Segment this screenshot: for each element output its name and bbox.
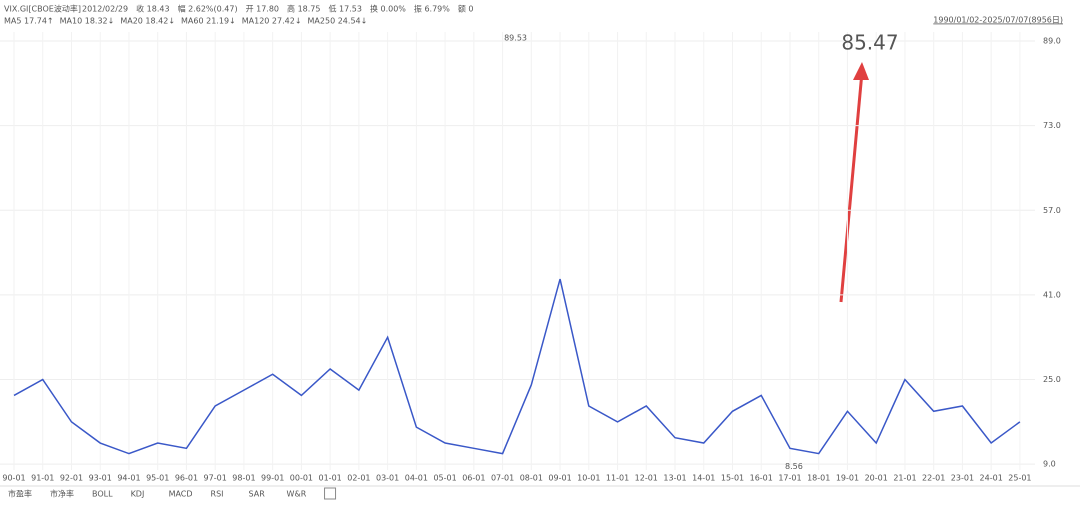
x-tick-label: 15-01 xyxy=(721,474,744,483)
indicator-tab[interactable]: W&R xyxy=(287,490,307,499)
x-tick-label: 23-01 xyxy=(951,474,974,483)
x-tick-label: 11-01 xyxy=(606,474,629,483)
header-field: 换 0.00% xyxy=(370,4,406,14)
y-tick-label: 9.0 xyxy=(1043,460,1056,469)
x-tick-label: 13-01 xyxy=(663,474,686,483)
indicator-tab[interactable]: SAR xyxy=(249,490,266,499)
x-tick-label: 06-01 xyxy=(462,474,485,483)
x-tick-label: 20-01 xyxy=(865,474,888,483)
x-tick-label: 10-01 xyxy=(577,474,600,483)
x-tick-label: 98-01 xyxy=(232,474,255,483)
x-tick-label: 95-01 xyxy=(146,474,169,483)
header-field: 振 6.79% xyxy=(414,4,450,14)
header-field: 开 17.80 xyxy=(246,5,279,14)
date-range[interactable]: 1990/01/02-2025/07/07(8956日) xyxy=(933,16,1063,25)
x-tick-label: 94-01 xyxy=(117,474,140,483)
ma-label: MA20 18.42↓ xyxy=(120,17,175,26)
ma-label: MA250 24.54↓ xyxy=(308,17,368,26)
x-tick-label: 18-01 xyxy=(807,474,830,483)
x-tick-label: 99-01 xyxy=(261,474,284,483)
x-tick-label: 97-01 xyxy=(204,474,227,483)
x-tick-label: 03-01 xyxy=(376,474,399,483)
symbol: VIX.GI[CBOE波动率] xyxy=(4,4,81,14)
x-tick-label: 17-01 xyxy=(778,474,801,483)
x-tick-label: 05-01 xyxy=(433,474,456,483)
x-tick-label: 12-01 xyxy=(635,474,658,483)
x-tick-label: 93-01 xyxy=(89,474,112,483)
x-tick-label: 14-01 xyxy=(692,474,715,483)
annotation: 89.53 xyxy=(504,34,527,43)
indicator-tab[interactable]: RSI xyxy=(211,490,224,499)
indicator-tab[interactable]: 市盈率 xyxy=(8,489,32,499)
x-tick-label: 00-01 xyxy=(290,474,313,483)
ma-label: MA10 18.32↓ xyxy=(60,17,115,26)
y-tick-label: 25.0 xyxy=(1043,375,1061,384)
x-tick-label: 21-01 xyxy=(893,474,916,483)
indicator-tab[interactable]: BOLL xyxy=(92,490,113,499)
arrow xyxy=(839,71,864,303)
y-tick-label: 89.0 xyxy=(1043,36,1061,45)
arrow-head xyxy=(853,62,869,80)
x-tick-label: 07-01 xyxy=(491,474,514,483)
header-field: 幅 2.62%(0.47) xyxy=(178,4,238,14)
x-tick-label: 24-01 xyxy=(980,474,1003,483)
y-tick-label: 73.0 xyxy=(1043,121,1061,130)
x-tick-label: 01-01 xyxy=(319,474,342,483)
x-tick-label: 92-01 xyxy=(60,474,83,483)
ma-label: MA60 21.19↓ xyxy=(181,17,236,26)
x-tick-label: 22-01 xyxy=(922,474,945,483)
add-tab[interactable] xyxy=(324,487,337,500)
header-field: 收 18.43 xyxy=(136,4,169,14)
indicator-tab[interactable]: KDJ xyxy=(131,490,145,499)
indicator-tab[interactable]: MACD xyxy=(169,490,193,499)
x-tick-label: 91-01 xyxy=(31,474,54,483)
indicator-tab[interactable]: 市净率 xyxy=(50,489,74,499)
header-field: 高 18.75 xyxy=(287,4,320,14)
x-tick-label: 96-01 xyxy=(175,474,198,483)
x-tick-label: 19-01 xyxy=(836,474,859,483)
x-tick-label: 04-01 xyxy=(405,474,428,483)
y-tick-label: 41.0 xyxy=(1043,290,1061,299)
annotation: 8.56 xyxy=(785,462,803,471)
ma-label: MA5 17.74↑ xyxy=(4,17,54,26)
y-tick-label: 57.0 xyxy=(1043,206,1061,215)
x-tick-label: 02-01 xyxy=(347,474,370,483)
ma-label: MA120 27.42↓ xyxy=(242,17,302,26)
x-tick-label: 08-01 xyxy=(520,474,543,483)
annotation: 85.47 xyxy=(841,31,898,55)
x-tick-label: 25-01 xyxy=(1008,474,1031,483)
price-line xyxy=(13,278,1021,455)
header-field: 2012/02/29 xyxy=(82,5,128,14)
header-field: 额 0 xyxy=(458,4,474,14)
x-tick-label: 90-01 xyxy=(2,474,25,483)
x-tick-label: 16-01 xyxy=(750,474,773,483)
x-tick-label: 09-01 xyxy=(548,474,571,483)
header-field: 低 17.53 xyxy=(328,4,361,14)
